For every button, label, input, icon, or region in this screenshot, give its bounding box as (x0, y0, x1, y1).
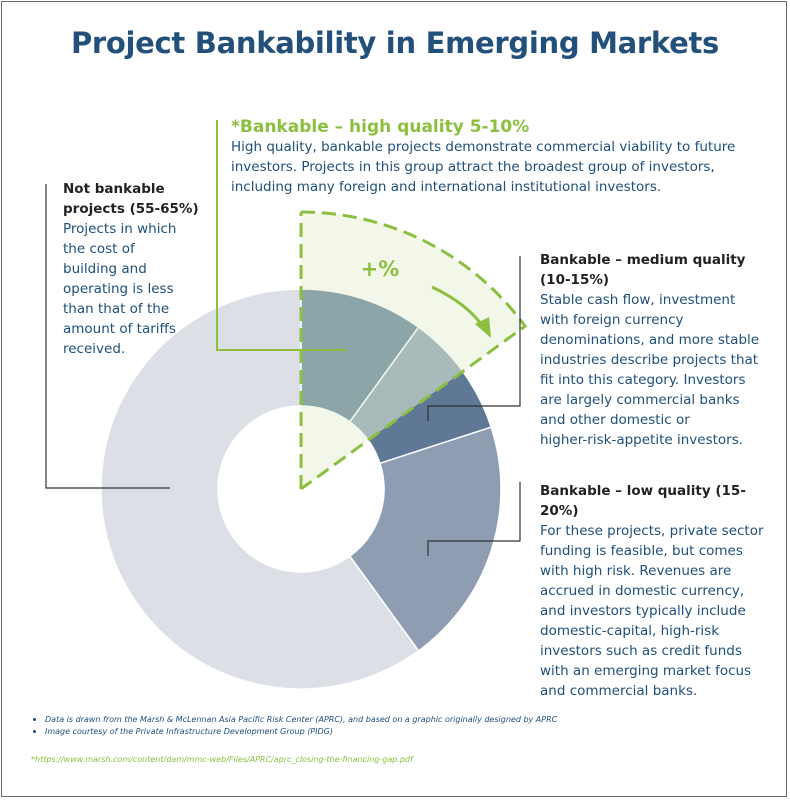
footnote: Data is drawn from the Marsh & McLennan … (33, 714, 773, 726)
medium-quality-line: fit into this category. Investors (540, 372, 746, 388)
not-bankable-line: received. (63, 341, 126, 357)
leader-medium-quality (427, 256, 521, 421)
low-quality-line: funding is feasible, but comes (540, 543, 743, 559)
low-quality-line: For these projects, private sector (540, 523, 764, 539)
medium-quality-block: Bankable – medium quality (10-15%) Stabl… (540, 250, 780, 450)
plus-wedge-fill (301, 212, 526, 489)
leader-low-quality (427, 482, 521, 556)
not-bankable-line: amount of tariffs (63, 321, 176, 337)
leader-not-bankable (45, 184, 170, 489)
medium-quality-line: higher-risk-appetite investors. (540, 432, 744, 448)
high-quality-title: *Bankable – high quality 5-10% (231, 117, 530, 137)
medium-quality-line: Stable cash flow, investment (540, 292, 736, 308)
plus-percent-label: +% (361, 257, 400, 281)
high-quality-line: investors. Projects in this group attrac… (231, 159, 715, 175)
plus-wedge-border (300, 210, 528, 491)
high-quality-line: High quality, bankable projects demonstr… (231, 139, 736, 155)
low-quality-line: with high risk. Revenues are (540, 563, 732, 579)
low-quality-block: Bankable – low quality (15-20%) For thes… (540, 481, 780, 701)
leader-high-quality (216, 120, 346, 351)
low-quality-line: domestic-capital, high-risk (540, 623, 720, 639)
not-bankable-block: Not bankable projects (55-65%) Projects … (63, 179, 233, 359)
low-quality-head: Bankable – low quality (15-20%) (540, 483, 746, 519)
medium-quality-line: industries describe projects that (540, 352, 759, 368)
not-bankable-line: Projects in which (63, 221, 177, 237)
low-quality-line: and commercial banks. (540, 683, 698, 699)
footnotes: Data is drawn from the Marsh & McLennan … (33, 714, 773, 738)
not-bankable-head: projects (55-65%) (63, 201, 199, 217)
not-bankable-line: building and (63, 261, 147, 277)
low-quality-line: accrued in domestic currency, (540, 583, 745, 599)
slice-not-bankable (100, 288, 420, 690)
not-bankable-head: Not bankable (63, 181, 165, 197)
medium-quality-line: with foreign currency (540, 312, 684, 328)
medium-quality-head: Bankable – medium quality (540, 252, 746, 268)
high-quality-description: High quality, bankable projects demonstr… (231, 137, 776, 197)
not-bankable-line: operating is less (63, 281, 174, 297)
growth-arrow-head (475, 317, 491, 338)
low-quality-line: with an emerging market focus (540, 663, 752, 679)
high-quality-line: including many foreign and international… (231, 179, 662, 195)
not-bankable-line: than that of the (63, 301, 170, 317)
not-bankable-line: the cost of (63, 241, 135, 257)
slice-low-quality (348, 426, 502, 652)
page-title: Project Bankability in Emerging Markets (70, 26, 720, 60)
medium-quality-line: denominations, and more stable (540, 332, 760, 348)
footnote: Image courtesy of the Private Infrastruc… (33, 726, 773, 738)
medium-quality-line: are largely commercial banks (540, 392, 740, 408)
low-quality-line: investors such as credit funds (540, 643, 742, 659)
source-link: *https://www.marsh.com/content/dam/mmc-w… (31, 755, 413, 764)
low-quality-line: and investors typically include (540, 603, 746, 619)
medium-quality-head: (10-15%) (540, 272, 610, 288)
medium-quality-line: and other domestic or (540, 412, 690, 428)
